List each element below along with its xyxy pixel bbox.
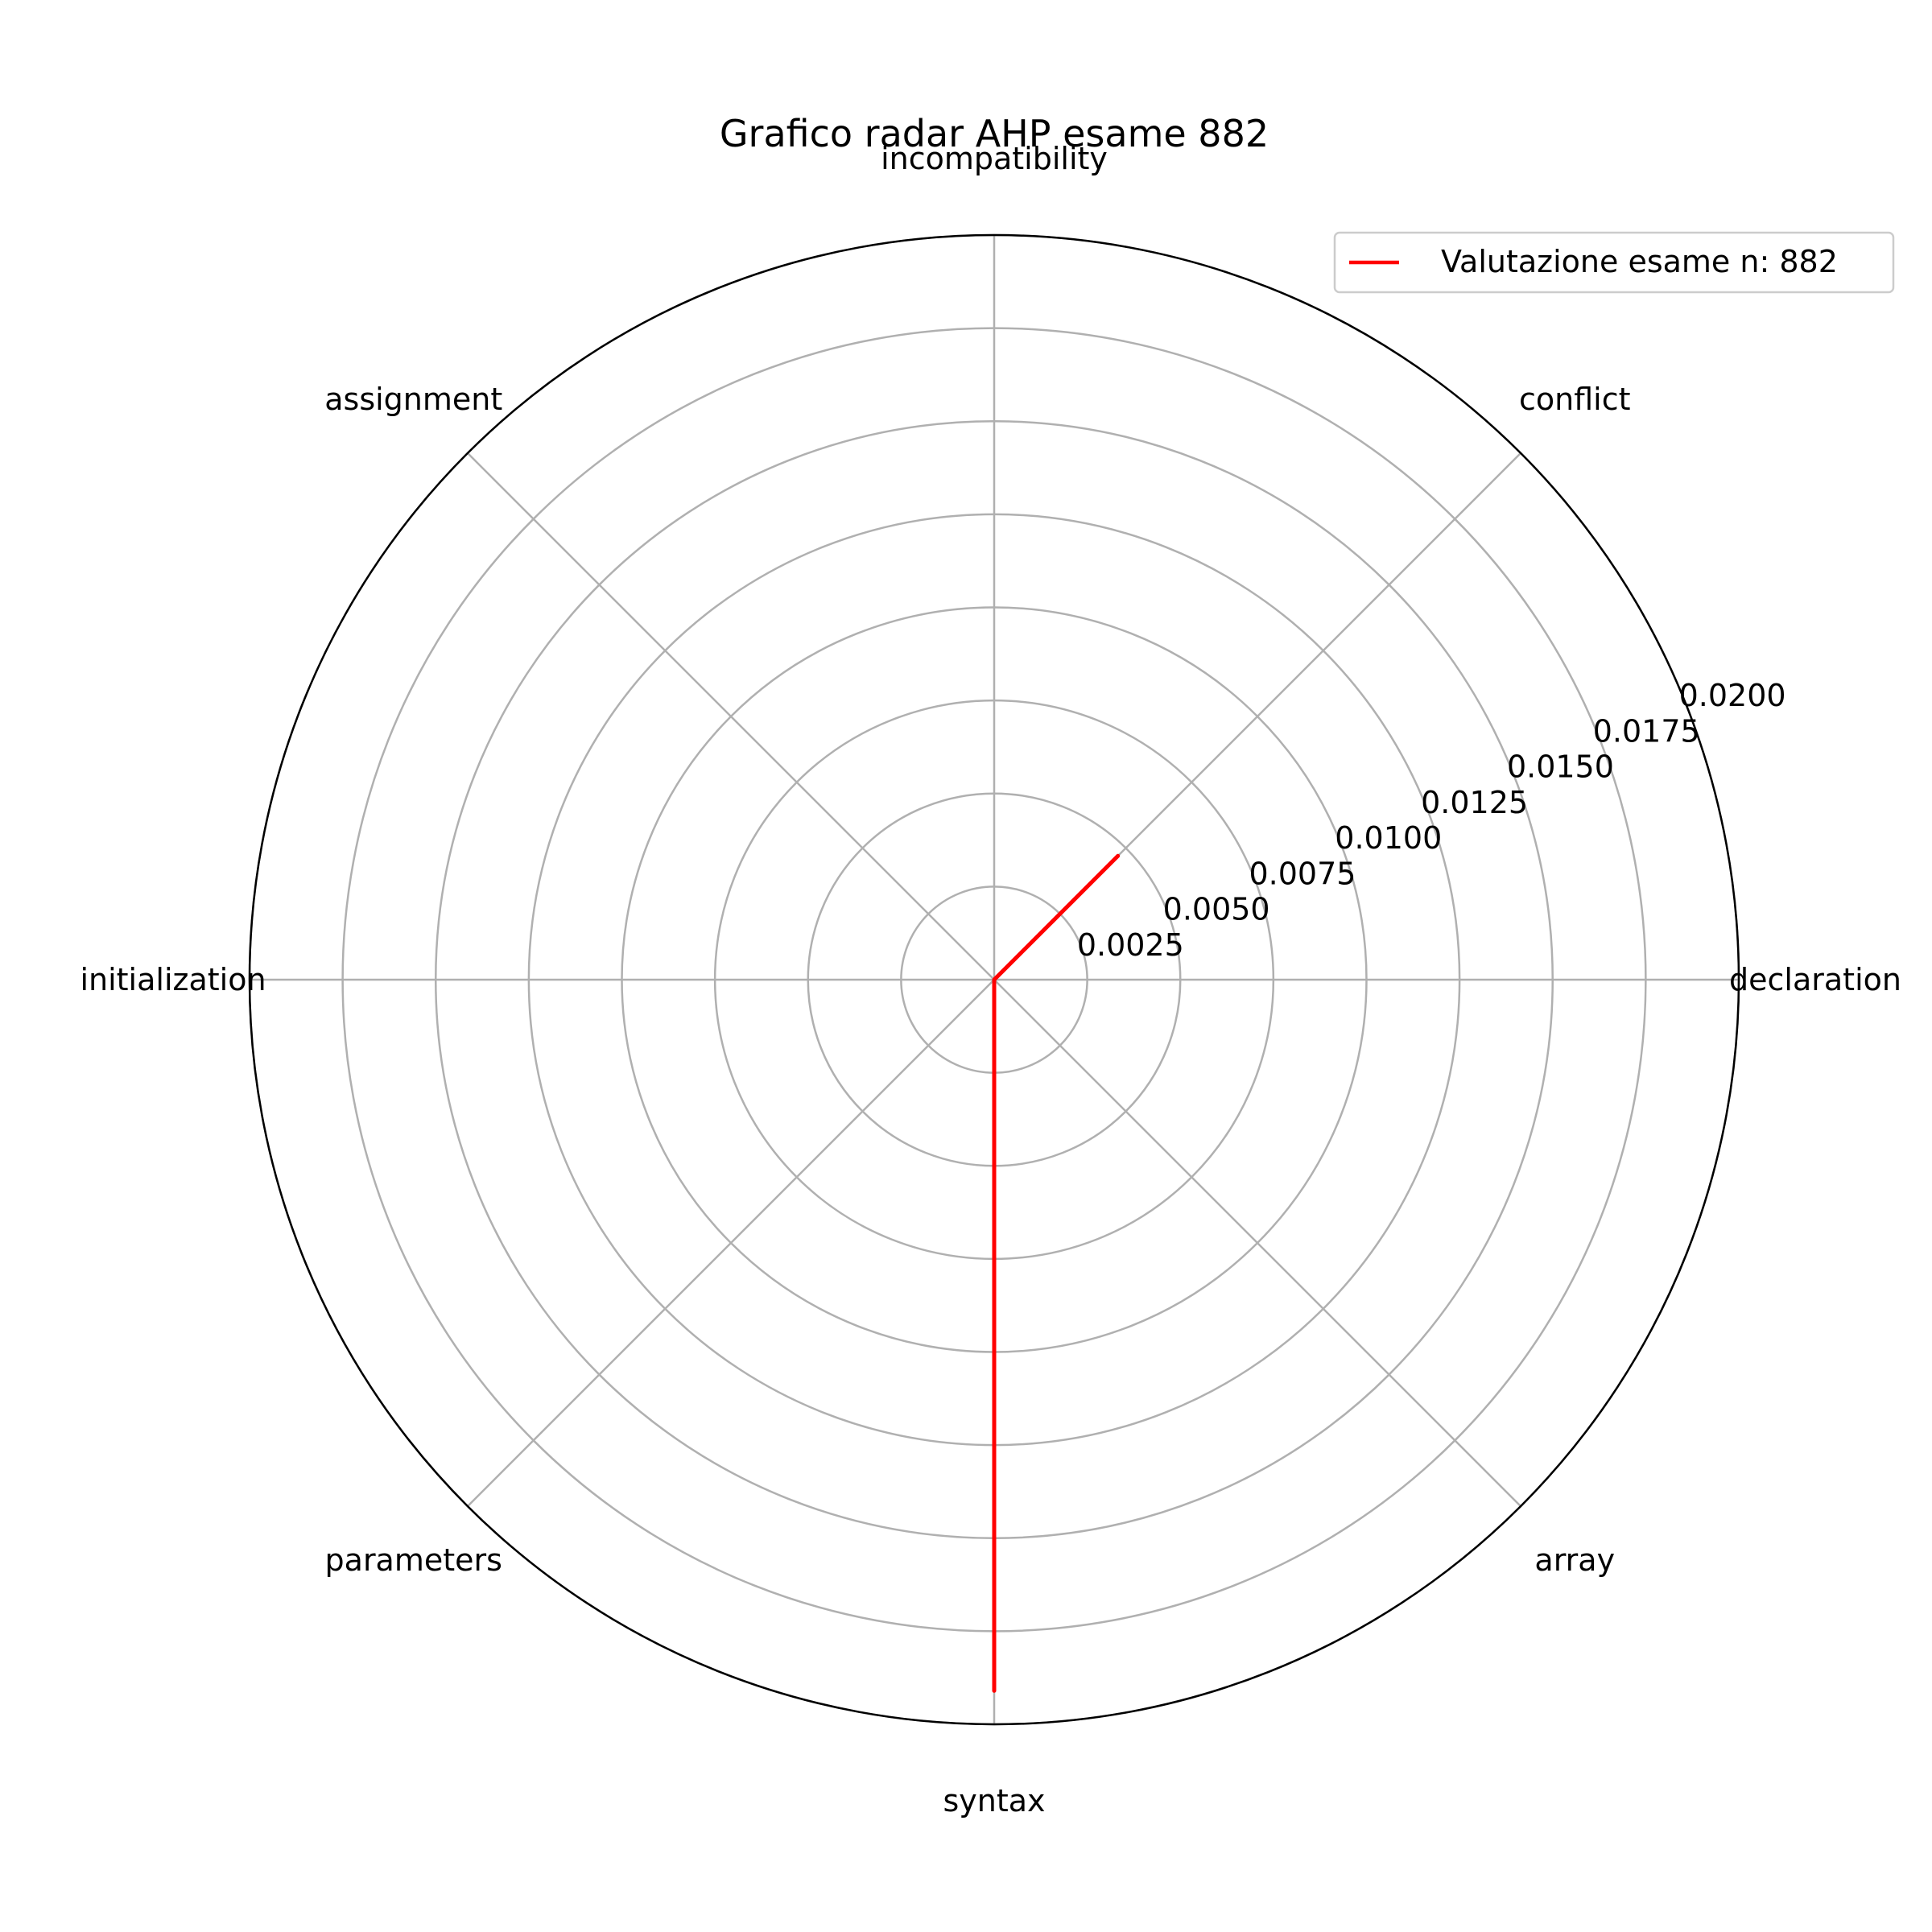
category-labels: declaration conflict incompatibility assign… <box>80 141 1901 1818</box>
category-label-conflict: conflict <box>1519 382 1631 417</box>
series-line-0 <box>992 853 1121 1693</box>
polar-frame <box>248 233 1740 1726</box>
spoke-array <box>993 979 1521 1507</box>
chart-title: Grafico radar AHP esame 882 <box>720 112 1269 155</box>
legend-label: Valutazione esame n: 882 <box>1441 244 1838 279</box>
r-tick-label: 0.0075 <box>1249 856 1356 891</box>
r-tick-label: 0.0175 <box>1593 713 1700 749</box>
category-label-incompatibility: incompatibility <box>881 141 1108 176</box>
r-tick-label: 0.0150 <box>1507 749 1614 785</box>
r-tick-label: 0.0125 <box>1421 785 1528 820</box>
r-tick-label: 0.0100 <box>1335 820 1442 856</box>
category-label-declaration: declaration <box>1729 962 1901 997</box>
category-label-assignment: assignment <box>324 382 502 417</box>
spoke-assignment <box>467 452 995 980</box>
series-lines <box>992 853 1121 1693</box>
radial-tick-labels: 0.00250.00500.00750.01000.01250.01500.01… <box>1077 678 1786 963</box>
r-tick-label: 0.0050 <box>1163 892 1270 927</box>
category-label-parameters: parameters <box>325 1542 502 1578</box>
category-label-initialization: initialization <box>80 962 266 997</box>
spoke-parameters <box>467 979 995 1507</box>
legend-frame <box>1333 231 1895 294</box>
category-label-syntax: syntax <box>943 1783 1045 1818</box>
r-tick-label: 0.0200 <box>1679 678 1786 713</box>
category-label-array: array <box>1534 1542 1615 1578</box>
legend: Valutazione esame n: 882 <box>1333 231 1895 294</box>
r-tick-label: 0.0025 <box>1077 927 1184 963</box>
